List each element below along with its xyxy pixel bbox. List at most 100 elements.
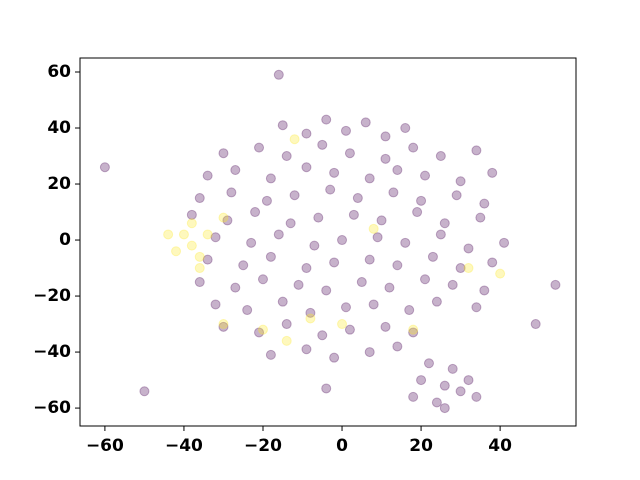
point [218,319,229,330]
point [380,153,391,164]
point [289,190,300,201]
point [163,229,174,240]
point [471,391,482,402]
point [246,237,257,248]
point [194,251,205,262]
point [463,243,474,254]
point [301,162,312,173]
point [202,254,213,265]
point [250,207,261,218]
point [317,139,328,150]
point [277,120,288,131]
point [471,302,482,313]
point [447,279,458,290]
point [99,162,110,173]
point [435,151,446,162]
point [178,229,189,240]
point [281,151,292,162]
point [471,145,482,156]
point [285,218,296,229]
point [218,212,229,223]
point [265,173,276,184]
point [392,260,403,271]
point [447,363,458,374]
point [475,212,486,223]
point [427,251,438,262]
point [230,165,241,176]
point [313,212,324,223]
point [305,307,316,318]
point [309,240,320,251]
point [305,313,316,324]
point [392,341,403,352]
y-tick-label: −40 [33,342,71,362]
point [479,285,490,296]
y-tick-label: 20 [47,174,71,194]
x-tick-label: −40 [165,436,203,456]
point [344,148,355,159]
point [348,209,359,220]
point [340,125,351,136]
y-tick-label: 40 [47,118,71,138]
point [388,187,399,198]
point [455,176,466,187]
point [487,257,498,268]
point [360,117,371,128]
point [380,131,391,142]
x-tick-label: 40 [488,436,512,456]
point [317,330,328,341]
point [420,274,431,285]
point [352,193,363,204]
point [202,229,213,240]
point [455,386,466,397]
point [423,358,434,369]
point [218,321,229,332]
point [416,195,427,206]
point [364,254,375,265]
point [408,324,419,335]
point [171,246,182,257]
point [226,187,237,198]
point [431,397,442,408]
point [368,299,379,310]
point [289,134,300,145]
y-tick-label: 0 [59,230,71,250]
point [499,237,510,248]
point [186,209,197,220]
point [364,347,375,358]
point [479,198,490,209]
point [416,375,427,386]
point [325,184,336,195]
point [408,391,419,402]
point [439,218,450,229]
point [281,335,292,346]
point [254,327,265,338]
point [431,296,442,307]
x-tick-label: −60 [86,436,124,456]
point [337,319,348,330]
point [277,296,288,307]
point [487,167,498,178]
point [210,232,221,243]
point [495,268,506,279]
point [281,319,292,330]
point [186,218,197,229]
y-tick-label: −20 [33,286,71,306]
point [455,263,466,274]
point [301,344,312,355]
point [329,257,340,268]
point [261,195,272,206]
point [368,223,379,234]
y-tick-label: −60 [33,398,71,418]
point [408,327,419,338]
x-tick-label: 20 [409,436,433,456]
point [202,170,213,181]
point [384,282,395,293]
point [439,380,450,391]
point [435,229,446,240]
point [210,299,221,310]
point [463,375,474,386]
point [194,263,205,274]
